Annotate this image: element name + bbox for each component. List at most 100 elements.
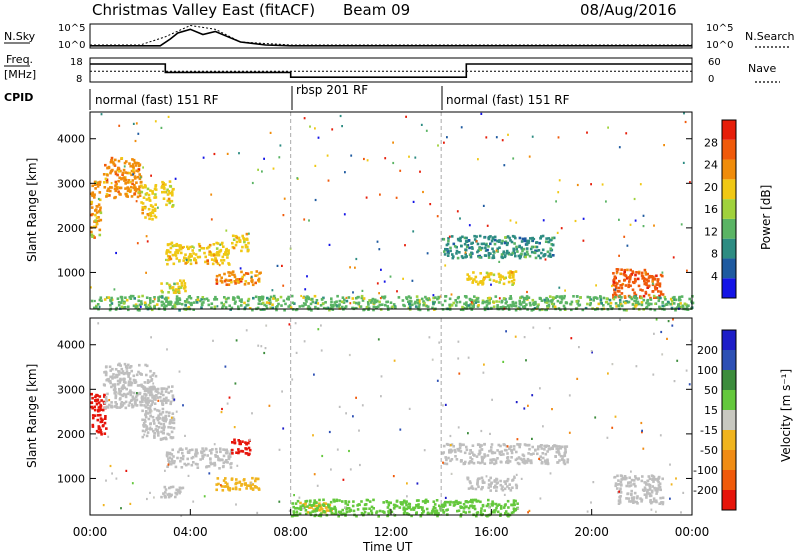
power-cell-8 xyxy=(464,255,467,259)
power-cell-11 xyxy=(366,301,370,304)
velocity-cell-1 xyxy=(147,380,151,384)
power-cell-11 xyxy=(602,304,605,307)
power-cell-11 xyxy=(528,301,532,305)
velocity-cell-11 xyxy=(298,512,302,516)
power-cell-7 xyxy=(231,270,235,273)
power-cell-6 xyxy=(174,291,177,294)
power-cell-8 xyxy=(549,255,553,258)
velocity-colorbar-tick: 100 xyxy=(697,364,718,377)
power-cell-2 xyxy=(154,196,158,199)
power-cell-8 xyxy=(473,238,477,241)
velocity-cell-11 xyxy=(514,508,518,512)
power-cell-11 xyxy=(494,295,498,298)
power-cell-11 xyxy=(330,297,333,300)
velocity-cell-11 xyxy=(395,504,399,508)
power-cell-11 xyxy=(459,308,463,311)
velocity-cell-10 xyxy=(651,478,654,481)
velocity-cell-11 xyxy=(308,503,311,506)
velocity-cell-10 xyxy=(654,499,658,502)
velocity-cell-6 xyxy=(220,485,224,488)
power-cell-10 xyxy=(612,293,615,297)
velocity-speckle xyxy=(485,475,488,478)
velocity-cell-8 xyxy=(548,447,552,451)
power-speckle xyxy=(308,219,310,222)
power-cell-11 xyxy=(536,305,540,308)
power-cell-3 xyxy=(171,192,174,195)
velocity-cell-8 xyxy=(496,457,499,460)
velocity-cell-6 xyxy=(215,488,218,492)
velocity-cell-11 xyxy=(309,500,312,503)
power-cell-11 xyxy=(233,302,237,305)
velocity-cell-1 xyxy=(139,373,143,376)
velocity-cell-3 xyxy=(200,451,204,455)
velocity-cell-2 xyxy=(171,412,175,415)
velocity-colorbar-tick: 15 xyxy=(704,404,718,417)
power-cell-11 xyxy=(609,301,613,305)
velocity-cell-1 xyxy=(117,382,120,386)
velocity-speckle xyxy=(336,448,339,451)
velocity-cell-2 xyxy=(171,396,175,399)
velocity-cell-6 xyxy=(235,478,238,481)
power-cell-11 xyxy=(450,304,454,307)
power-cell-8 xyxy=(519,255,522,258)
power-cell-1 xyxy=(114,170,117,174)
velocity-cell-11 xyxy=(390,510,394,514)
power-speckle xyxy=(464,251,467,254)
velocity-cell-1 xyxy=(132,404,135,408)
power-cell-11 xyxy=(343,298,346,302)
velocity-cell-1 xyxy=(146,397,150,400)
power-cell-8 xyxy=(508,236,511,240)
power-cell-11 xyxy=(333,301,337,304)
power-cell-11 xyxy=(237,296,240,299)
power-cell-8 xyxy=(541,234,545,238)
power-cell-11 xyxy=(416,301,420,305)
velocity-cell-10 xyxy=(626,492,630,495)
power-cell-8 xyxy=(552,236,556,240)
velocity-cell-11 xyxy=(385,500,389,504)
power-cell-8 xyxy=(477,255,480,258)
velocity-speckle xyxy=(540,462,543,465)
power-cell-4 xyxy=(198,255,202,259)
power-speckle xyxy=(174,177,177,180)
power-cell-7 xyxy=(227,279,230,282)
velocity-cell-2 xyxy=(156,396,160,399)
velocity-cell-3 xyxy=(168,456,172,459)
power-speckle xyxy=(432,294,435,297)
velocity-speckle xyxy=(377,338,380,341)
velocity-cell-9 xyxy=(499,483,503,487)
velocity-cell-8 xyxy=(509,445,513,448)
velocity-cell-11 xyxy=(362,513,365,516)
velocity-cell-8 xyxy=(540,447,544,450)
power-cell-11 xyxy=(163,297,167,301)
velocity-cell-2 xyxy=(160,426,164,430)
power-speckle xyxy=(392,141,394,144)
velocity-cell-1 xyxy=(134,379,137,382)
power-cell-11 xyxy=(195,301,199,304)
power-cell-10 xyxy=(640,274,644,277)
power-cell-10 xyxy=(620,268,623,271)
power-cell-8 xyxy=(539,236,542,240)
velocity-cell-9 xyxy=(468,480,472,483)
power-speckle xyxy=(328,243,331,246)
velocity-cell-3 xyxy=(194,450,198,454)
power-cell-10 xyxy=(639,288,642,292)
velocity-cell-11 xyxy=(512,510,515,514)
power-cell-11 xyxy=(196,296,200,299)
power-cell-11 xyxy=(387,308,390,311)
velocity-cell-8 xyxy=(461,443,464,446)
velocity-cell-1 xyxy=(125,364,128,368)
power-cell-2 xyxy=(140,184,143,187)
power-cell-1 xyxy=(130,195,134,198)
power-cell-10 xyxy=(612,283,615,287)
power-cell-8 xyxy=(478,256,482,259)
velocity-speckle xyxy=(578,346,580,349)
velocity-cell-11 xyxy=(444,500,448,504)
velocity-cell-11 xyxy=(474,498,477,502)
power-cell-2 xyxy=(153,214,156,218)
power-speckle xyxy=(456,210,459,213)
velocity-cell-10 xyxy=(627,481,630,484)
power-cell-11 xyxy=(538,308,542,312)
velocity-cell-11 xyxy=(329,500,333,504)
power-cell-0 xyxy=(99,218,103,222)
power-speckle xyxy=(490,283,492,286)
